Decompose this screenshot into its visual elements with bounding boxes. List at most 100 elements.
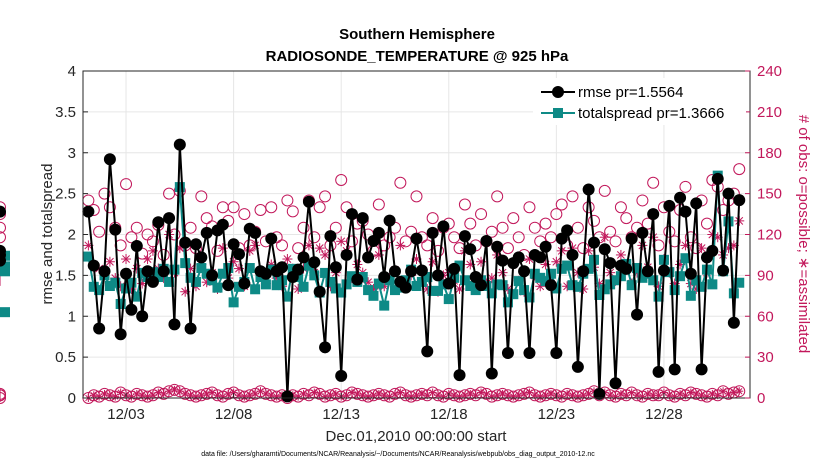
obs-possible-marker (528, 221, 541, 234)
asterisk-stroke (122, 255, 130, 263)
asterisk-stroke (370, 392, 377, 399)
y-tick-label: 2 (68, 227, 76, 244)
obs-assimilated-marker (336, 236, 347, 247)
rmse-point (480, 235, 493, 248)
totalspread-point (411, 281, 422, 292)
totalspread-point (384, 275, 395, 286)
asterisk-stroke (192, 393, 200, 400)
obs-possible-marker (555, 198, 568, 211)
rmse-point (109, 223, 122, 236)
y-axis-label: rmse and totalspread (39, 164, 56, 305)
totalspread-point (341, 279, 352, 290)
obs-assimilated-marker (353, 389, 362, 398)
totalspread-point (637, 272, 648, 283)
totalspread-point (217, 268, 228, 279)
obs-possible-marker (410, 190, 423, 203)
rmse-point (593, 387, 606, 400)
rmse-point (259, 267, 272, 280)
asterisk-stroke (348, 389, 356, 396)
obs-possible-marker (276, 239, 289, 252)
obs-possible-marker (588, 214, 601, 227)
obs-assimilated-marker (132, 389, 141, 398)
obs-assimilated-marker (217, 243, 228, 254)
rmse-point (657, 264, 670, 277)
rmse-point (168, 318, 181, 331)
rmse-point (335, 369, 348, 382)
rmse-point (636, 226, 649, 239)
rmse-point (362, 251, 375, 264)
obs-possible-marker (539, 217, 552, 230)
totalspread-point (330, 283, 341, 294)
obs-possible-marker (120, 178, 133, 191)
asterisk-stroke (671, 393, 678, 400)
rmse-point (727, 316, 740, 329)
rmse-point (227, 238, 240, 251)
rmse-point (491, 240, 504, 253)
obs-possible-marker (571, 221, 584, 234)
asterisk-stroke (537, 393, 544, 400)
asterisk-stroke (693, 390, 700, 398)
totalspread-point (723, 216, 734, 227)
totalspread-point (497, 280, 508, 291)
asterisk-stroke (655, 392, 662, 399)
asterisk-stroke (198, 392, 205, 399)
obs-assimilated-marker (224, 389, 233, 398)
rmse-point (249, 226, 262, 239)
rmse-point (598, 243, 611, 256)
rmse-point (523, 347, 536, 360)
right-y-tick-label: 150 (757, 186, 782, 203)
totalspread-point (389, 285, 400, 296)
asterisk-stroke (316, 390, 323, 398)
rmse-point (539, 240, 552, 253)
rmse-point (442, 277, 455, 290)
totalspread-point (379, 300, 390, 311)
obs-possible-marker (378, 239, 391, 252)
obs-possible-marker (647, 176, 660, 189)
totalspread-point (502, 297, 513, 308)
rmse-point (620, 262, 633, 275)
obs-possible-marker (0, 389, 6, 402)
asterisk-stroke (396, 241, 405, 250)
asterisk-stroke (112, 393, 119, 400)
rmse-point (410, 232, 423, 245)
asterisk-stroke (477, 389, 485, 396)
y-tick-label: 4 (68, 63, 76, 80)
obs-assimilated-marker (143, 392, 152, 401)
totalspread-point (325, 276, 336, 287)
obs-possible-marker (195, 190, 208, 203)
legend-box (533, 78, 746, 125)
obs-assimilated-marker (320, 249, 331, 260)
asterisk-stroke (165, 388, 173, 395)
asterisk-stroke (569, 392, 576, 399)
obs-assimilated-marker (573, 392, 582, 401)
obs-possible-marker (550, 208, 563, 221)
obs-assimilated-marker (191, 392, 200, 401)
totalspread-point (363, 285, 374, 296)
rmse-point (534, 251, 547, 264)
totalspread-point (513, 276, 524, 287)
obs-possible-marker (286, 205, 299, 218)
totalspread-point (508, 289, 519, 300)
rmse-point (313, 285, 326, 298)
asterisk-stroke (295, 393, 302, 400)
rmse-point (356, 212, 369, 225)
y-tick-label: 0 (68, 390, 76, 407)
rmse-point (173, 138, 186, 151)
obs-possible-marker (98, 187, 111, 200)
asterisk-stroke (311, 389, 318, 396)
rmse-point (146, 275, 159, 288)
obs-possible-marker (0, 208, 6, 221)
totalspread-point (244, 263, 255, 274)
rmse-point (668, 363, 681, 376)
rmse-point (0, 248, 6, 261)
asterisk-stroke (580, 392, 587, 399)
obs-assimilated-marker (272, 392, 281, 401)
rmse-point (566, 248, 579, 261)
obs-assimilated-marker (331, 389, 340, 398)
obs-possible-marker (130, 221, 143, 234)
rmse-point (561, 224, 574, 237)
rmse-point (722, 187, 735, 200)
totalspread-point (169, 264, 180, 275)
totalspread-point (228, 297, 239, 308)
rmse-point (206, 269, 219, 282)
